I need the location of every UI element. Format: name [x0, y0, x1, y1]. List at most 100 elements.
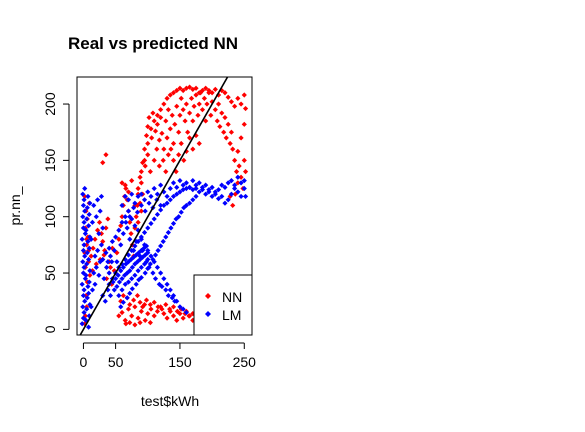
nn-point [114, 250, 120, 256]
lm-point [158, 202, 164, 209]
nn-point [238, 174, 244, 180]
lm-point [151, 185, 157, 192]
lm-point [176, 214, 182, 220]
lm-point [122, 256, 128, 263]
lm-point [150, 256, 156, 263]
nn-point [190, 310, 196, 317]
nn-point [145, 123, 151, 130]
lm-point [120, 299, 126, 305]
nn-point [142, 163, 148, 169]
lm-point [129, 276, 135, 282]
lm-point [196, 189, 202, 195]
nn-point [174, 308, 180, 314]
lm-point [158, 243, 164, 249]
lm-point [172, 298, 178, 304]
lm-point [88, 304, 94, 310]
x-tick-label: 50 [108, 354, 124, 370]
lm-point [122, 281, 128, 287]
lm-point [113, 276, 119, 282]
lm-point [127, 268, 133, 274]
nn-point [172, 121, 178, 127]
nn-point [129, 178, 135, 184]
nn-point [143, 297, 150, 303]
nn-point [233, 169, 240, 175]
lm-point [159, 283, 165, 290]
nn-point [141, 146, 148, 152]
lm-point [115, 272, 121, 278]
nn-point [131, 297, 137, 303]
lm-point [183, 309, 189, 316]
nn-point [151, 299, 157, 305]
lm-point [83, 317, 89, 323]
y-tick-label: 50 [42, 265, 58, 281]
nn-point [208, 112, 214, 118]
lm-point [209, 193, 215, 200]
nn-point [177, 85, 183, 91]
lm-point [177, 304, 183, 310]
nn-point [163, 169, 169, 175]
nn-point [137, 299, 143, 305]
y-axis: 0 50 100 150 200 [42, 92, 70, 333]
nn-point [193, 85, 199, 91]
lm-point [122, 193, 128, 200]
lm-point [129, 264, 135, 271]
lm-point [129, 247, 135, 254]
lm-point [132, 243, 138, 249]
lm-point [235, 189, 241, 195]
lm-point [138, 264, 144, 271]
lm-point [215, 187, 222, 193]
lm-point [92, 281, 98, 287]
y-tick-label: 0 [42, 325, 58, 333]
legend-nn-marker [205, 293, 211, 299]
nn-point [227, 140, 233, 147]
nn-point [225, 121, 231, 127]
lm-point [80, 191, 86, 197]
lm-point [80, 225, 87, 231]
lm-point [222, 200, 228, 206]
lm-point [167, 197, 173, 203]
nn-point [241, 92, 247, 98]
lm-point [150, 270, 156, 276]
lm-point [81, 242, 87, 248]
nn-point [147, 320, 153, 326]
nn-point [161, 310, 167, 317]
nn-point [148, 126, 154, 132]
lm-point [138, 202, 144, 209]
lm-point [105, 259, 111, 265]
lm-point [132, 200, 138, 206]
lm-point [103, 250, 109, 256]
x-axis: 0 50 150 250 [80, 342, 256, 370]
nn-point [143, 132, 150, 139]
lm-point [84, 306, 90, 312]
nn-point [185, 129, 191, 135]
nn-point [154, 121, 161, 127]
lm-point [119, 202, 125, 209]
nn-point [214, 118, 220, 124]
lm-point [141, 261, 148, 267]
nn-point [96, 219, 103, 225]
nn-point [119, 180, 125, 186]
nn-point [235, 180, 241, 186]
lm-point [96, 231, 102, 237]
nn-point [238, 135, 244, 141]
lm-point [109, 259, 115, 265]
lm-point [89, 219, 96, 225]
lm-point [80, 259, 86, 265]
nn-point [167, 306, 173, 312]
nn-point [230, 202, 236, 209]
lm-point [97, 208, 103, 214]
lm-point [107, 253, 114, 259]
nn-point [127, 301, 133, 308]
nn-point [167, 126, 173, 132]
lm-point [118, 304, 124, 310]
lm-point [81, 309, 87, 316]
lm-point [86, 245, 92, 251]
y-tick-label: 200 [42, 92, 58, 116]
lm-point [158, 182, 164, 188]
lm-point [225, 197, 231, 203]
chart-title: Real vs predicted NN [68, 34, 238, 53]
lm-point [225, 180, 231, 186]
nn-point [109, 245, 115, 251]
nn-point [145, 140, 151, 147]
nn-point [183, 101, 189, 107]
